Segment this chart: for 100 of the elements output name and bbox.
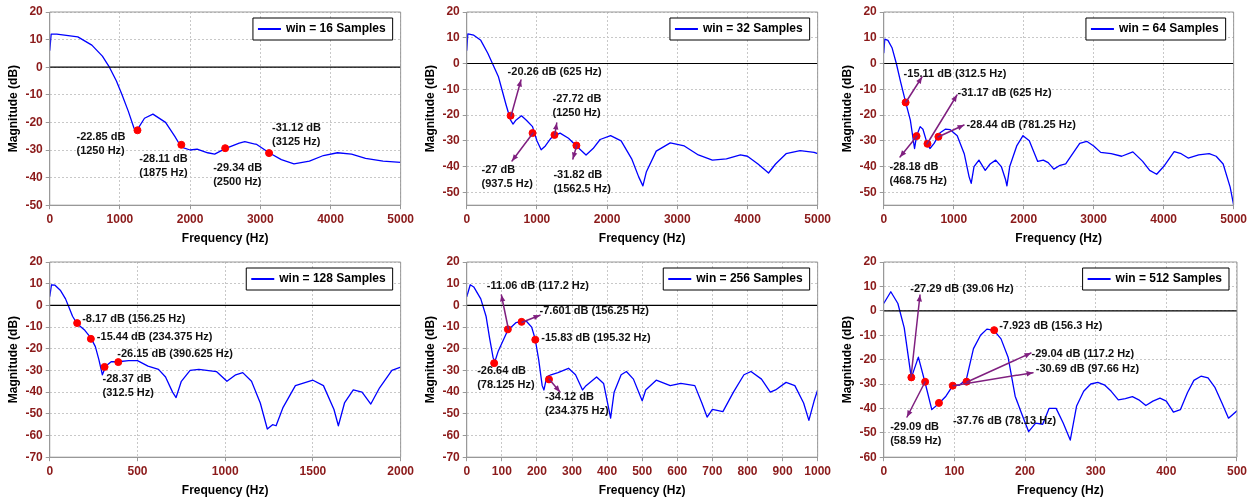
x-tick-label: 500 [127,463,148,478]
x-tick-label: 300 [562,463,583,478]
legend-label: win = 16 Samples [284,21,386,36]
x-axis-title: Frequency (Hz) [1015,231,1103,246]
x-tick-label: 900 [772,463,793,478]
y-tick-label: 20 [446,254,461,269]
x-tick-label: 1000 [211,463,239,478]
annotation: -15.11 dB (312.5 Hz) [903,67,1007,80]
y-tick-label: 20 [29,4,44,19]
x-tick-label: 500 [632,463,653,478]
x-tick-label: 1500 [299,463,327,478]
y-tick-label: -30 [442,133,461,148]
x-tick-label: 400 [597,463,618,478]
y-tick-label: 0 [453,297,461,312]
x-tick-label: 0 [46,463,54,478]
y-tick-label: -10 [25,319,44,334]
annotation: -34.12 dB (234.375 Hz) [544,390,609,417]
annotation: -7.923 dB (156.3 Hz) [999,319,1103,332]
x-tick-label: 4000 [734,211,762,226]
y-tick-label: -20 [859,351,878,366]
x-tick-label: 4000 [1150,211,1178,226]
x-tick-label: 400 [1156,463,1177,478]
x-tick-label: 0 [880,211,888,226]
x-tick-label: 2000 [176,211,204,226]
y-tick-label: -50 [442,406,461,421]
annotation: -27 dB (937.5 Hz) [481,163,534,190]
x-tick-label: 300 [1085,463,1107,478]
x-axis-title: Frequency (Hz) [598,231,686,246]
x-tick-label: 2000 [387,463,415,478]
y-tick-label: -30 [859,376,878,391]
y-tick-label: -10 [442,319,461,334]
y-tick-label: -40 [859,158,878,173]
legend-label: win = 128 Samples [278,271,386,286]
y-tick-label: -20 [25,341,44,356]
x-tick-label: 2000 [1010,211,1038,226]
y-tick-label: -50 [25,406,44,421]
y-tick-label: -40 [859,400,878,415]
x-axis-title: Frequency (Hz) [181,231,269,246]
y-axis-title: Magnitude (dB) [422,64,437,153]
y-tick-label: 20 [446,4,461,19]
annotation: -11.06 dB (117.2 Hz) [486,279,590,292]
x-tick-label: 100 [491,463,513,478]
y-tick-label: 10 [29,31,44,46]
x-tick-label: 1000 [804,463,832,478]
legend-label: win = 512 Samples [1114,271,1223,286]
y-axis-title: Magnitude (dB) [422,315,437,404]
y-tick-label: -10 [25,87,44,102]
x-tick-label: 200 [526,463,548,478]
y-tick-label: -20 [859,107,878,122]
annotation: -28.44 dB (781.25 Hz) [966,117,1077,130]
annotation: -15.44 dB (234.375 Hz) [96,329,213,342]
annotation: -28.37 dB (312.5 Hz) [102,371,155,398]
y-tick-label: -40 [25,384,44,399]
legend-label: win = 64 Samples [1117,21,1219,36]
y-tick-label: -40 [442,384,461,399]
annotation: -26.15 dB (390.625 Hz) [117,347,234,360]
y-tick-label: 0 [453,55,461,70]
y-tick-label: 20 [29,254,44,269]
y-tick-label: -30 [25,142,44,157]
annotation: -30.69 dB (97.66 Hz) [1035,361,1140,374]
x-tick-label: 0 [463,211,471,226]
x-axis-title: Frequency (Hz) [598,483,686,498]
x-tick-label: 1000 [106,211,134,226]
annotation: -26.64 dB (78.125 Hz) [477,364,535,391]
y-tick-label: 10 [863,30,878,45]
annotation: -20.26 dB (625 Hz) [507,64,603,77]
y-tick-label: 20 [863,4,878,19]
y-tick-label: -60 [25,427,44,442]
annotation: -27.72 dB (1250 Hz) [552,91,602,118]
y-axis-title: Magnitude (dB) [5,315,20,404]
y-axis-title: Magnitude (dB) [5,64,20,153]
y-tick-label: -40 [25,169,44,184]
x-tick-label: 0 [463,463,471,478]
x-tick-label: 1000 [940,211,968,226]
y-tick-label: 0 [36,297,44,312]
x-tick-label: 700 [702,463,723,478]
y-tick-label: 10 [446,30,461,45]
annotation: -8.17 dB (156.25 Hz) [82,312,186,325]
annotation: -22.85 dB (1250 Hz) [76,130,126,157]
x-tick-label: 5000 [387,211,415,226]
y-tick-label: -30 [859,133,878,148]
y-tick-label: -10 [859,327,878,342]
annotation: -29.09 dB (58.59 Hz) [890,419,942,446]
x-tick-label: 500 [1226,463,1248,478]
y-tick-label: -20 [25,114,44,129]
y-tick-label: -40 [442,158,461,173]
y-tick-label: 10 [29,276,44,290]
annotation: -7.601 dB (156.25 Hz) [539,303,650,316]
x-tick-label: 5000 [804,211,832,226]
x-tick-label: 5000 [1220,211,1248,226]
legend-label: win = 256 Samples [695,271,803,286]
annotation: -28.11 dB (1875 Hz) [139,151,188,178]
x-tick-label: 200 [1015,463,1036,478]
y-tick-label: -20 [442,341,461,356]
y-tick-label: -10 [859,81,878,96]
y-tick-label: -70 [442,449,461,464]
annotation: -29.34 dB (2500 Hz) [213,161,263,188]
y-axis-title: Magnitude (dB) [839,64,854,153]
annotation: -29.04 dB (117.2 Hz) [1031,346,1135,359]
x-axis-title: Frequency (Hz) [1017,483,1104,498]
